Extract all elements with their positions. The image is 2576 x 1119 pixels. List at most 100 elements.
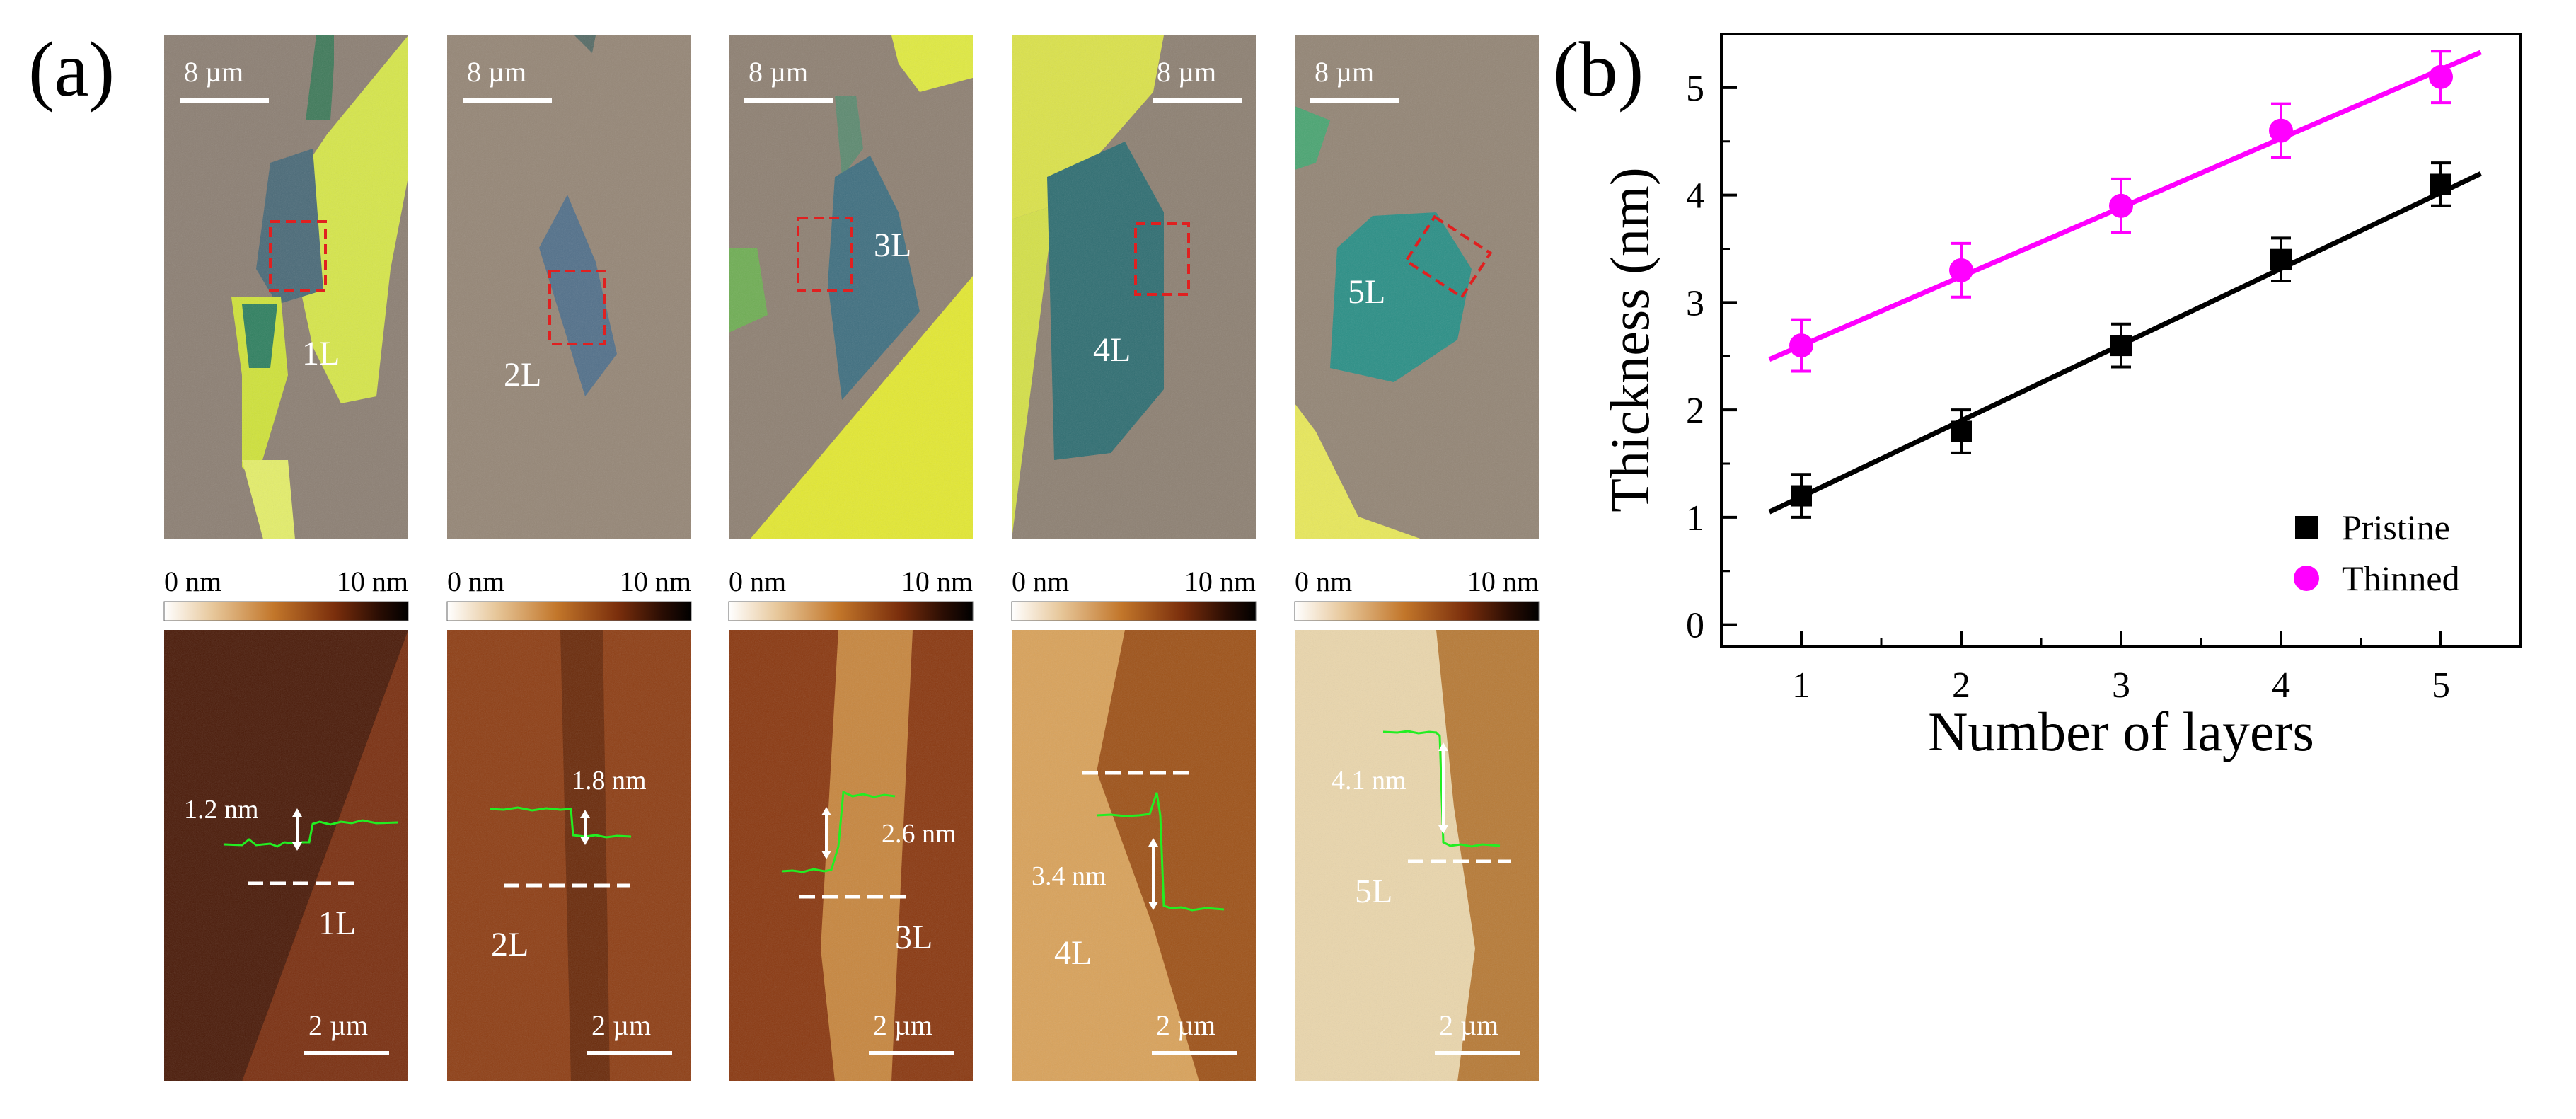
height-profile <box>1096 792 1225 912</box>
scale-bar-label: 2 µm <box>1156 1009 1215 1041</box>
scale-bar-label: 2 µm <box>591 1009 651 1041</box>
thickness-chart: 0 1 2 3 4 5 1 2 3 4 5 Number of layers Thickness … <box>1599 33 2522 762</box>
step-height-label: 1.2 nm <box>184 795 259 825</box>
selection-box <box>1404 214 1493 299</box>
colorbar-max-label: 10 nm <box>1467 566 1539 597</box>
scale-bar-label: 8 µm <box>184 56 243 88</box>
y-tick-label: 1 <box>1686 498 1704 539</box>
step-arrow-head-up <box>292 808 302 817</box>
step-arrow-head-down <box>292 842 302 851</box>
legend-marker-pristine <box>2295 516 2318 539</box>
layer-label: 5L <box>1355 873 1392 910</box>
colorbar-gradient <box>446 601 692 621</box>
colorbar-gradient <box>728 601 974 621</box>
scale-bar-label: 8 µm <box>1315 56 1374 88</box>
colorbar-3: 0 nm 10 nm <box>728 566 974 621</box>
x-tick-label: 2 <box>1952 665 1970 706</box>
data-point-thinned <box>2269 118 2293 143</box>
optical-image-2L: 8 µm 2L <box>447 35 691 539</box>
colorbar-min-label: 0 nm <box>729 566 786 597</box>
colorbar-gradient <box>163 601 409 621</box>
scale-bar-label: 8 µm <box>749 56 808 88</box>
y-tick-label: 3 <box>1686 283 1704 323</box>
panel-a-label: (a) <box>28 26 115 113</box>
colorbar-2: 0 nm 10 nm <box>446 566 692 621</box>
colorbar-max-label: 10 nm <box>901 566 973 597</box>
legend: Pristine Thinned <box>2294 507 2460 598</box>
height-profile <box>1382 730 1501 848</box>
colorbar-1: 0 nm 10 nm <box>163 566 409 621</box>
data-point-thinned <box>1949 258 1973 282</box>
panel-b-label: (b) <box>1553 26 1644 113</box>
afm-image-2L: 1.8 nm 2L 2 µm <box>447 630 691 1081</box>
step-height-label: 4.1 nm <box>1332 766 1407 796</box>
colorbar-4: 0 nm 10 nm <box>1011 566 1257 621</box>
layer-label: 1L <box>318 905 356 942</box>
colorbar-max-label: 10 nm <box>620 566 691 597</box>
scale-bar-label: 8 µm <box>467 56 526 88</box>
y-tick-label: 0 <box>1686 606 1704 646</box>
colorbar-max-label: 10 nm <box>337 566 408 597</box>
colorbar-gradient <box>1294 601 1540 621</box>
y-tick-label: 2 <box>1686 391 1704 431</box>
scale-bar-label: 2 µm <box>1439 1009 1498 1041</box>
colorbar-min-label: 0 nm <box>447 566 504 597</box>
optical-image-1L: 8 µm 1L <box>164 35 408 539</box>
colorbar-5: 0 nm 10 nm <box>1294 566 1540 621</box>
colorbar-min-label: 0 nm <box>1295 566 1352 597</box>
height-profile <box>224 819 398 848</box>
scale-bar-label: 2 µm <box>308 1009 368 1041</box>
step-arrow-head-up <box>1148 838 1158 847</box>
colorbar-min-label: 0 nm <box>1012 566 1069 597</box>
data-point-thinned <box>2109 193 2133 218</box>
y-axis-label: Thickness (nm) <box>1599 167 1660 512</box>
data-point-pristine <box>2110 335 2132 357</box>
x-tick-label: 4 <box>2272 665 2290 706</box>
height-profile <box>489 806 632 839</box>
layer-label: 1L <box>302 335 340 372</box>
legend-label: Thinned <box>2342 558 2460 598</box>
afm-image-1L: 1.2 nm 1L 2 µm <box>164 630 408 1081</box>
optical-image-5L: 8 µm 5L <box>1295 35 1539 539</box>
fit-lines <box>1768 50 2483 515</box>
afm-image-3L: 2.6 nm 3L 2 µm <box>729 630 973 1081</box>
step-arrow-head-up <box>821 807 831 815</box>
height-profile <box>781 790 896 873</box>
selection-box <box>548 270 606 345</box>
step-arrow-head-down <box>580 837 590 845</box>
data-point-pristine <box>2270 248 2292 270</box>
x-tick-label: 5 <box>2432 665 2450 706</box>
layer-label: 4L <box>1093 331 1131 369</box>
data-point-thinned <box>1789 333 1813 358</box>
legend-marker-thinned <box>2294 566 2319 591</box>
optical-image-3L: 8 µm 3L <box>729 35 973 539</box>
data-points <box>1789 50 2453 519</box>
step-arrow-head-up <box>1438 742 1448 751</box>
scale-bar-label: 2 µm <box>873 1009 932 1041</box>
data-point-pristine <box>1951 420 1972 442</box>
step-height-label: 3.4 nm <box>1032 861 1107 891</box>
layer-label: 4L <box>1054 934 1092 972</box>
data-point-thinned <box>2429 64 2453 89</box>
x-axis-label: Number of layers <box>1928 701 2314 762</box>
y-tick-label: 5 <box>1686 69 1704 109</box>
layer-label: 3L <box>874 226 911 264</box>
afm-image-4L: 3.4 nm 4L 2 µm <box>1012 630 1256 1081</box>
step-arrow-head-down <box>821 851 831 859</box>
scale-bar-label: 8 µm <box>1157 56 1216 88</box>
layer-label: 2L <box>504 356 541 394</box>
layer-label: 3L <box>895 919 932 956</box>
colorbar-max-label: 10 nm <box>1184 566 1256 597</box>
legend-label: Pristine <box>2342 507 2450 547</box>
optical-image-4L: 8 µm 4L <box>1012 35 1256 539</box>
step-arrow-head-down <box>1438 825 1448 834</box>
colorbar-min-label: 0 nm <box>164 566 221 597</box>
selection-box <box>1134 222 1190 296</box>
step-arrow-head-up <box>580 810 590 818</box>
x-tick-label: 3 <box>2112 665 2130 706</box>
layer-label: 5L <box>1348 273 1385 311</box>
step-height-label: 2.6 nm <box>882 819 957 849</box>
step-height-label: 1.8 nm <box>572 766 647 796</box>
y-tick-label: 4 <box>1686 176 1704 217</box>
afm-image-5L: 4.1 nm 5L 2 µm <box>1295 630 1539 1081</box>
